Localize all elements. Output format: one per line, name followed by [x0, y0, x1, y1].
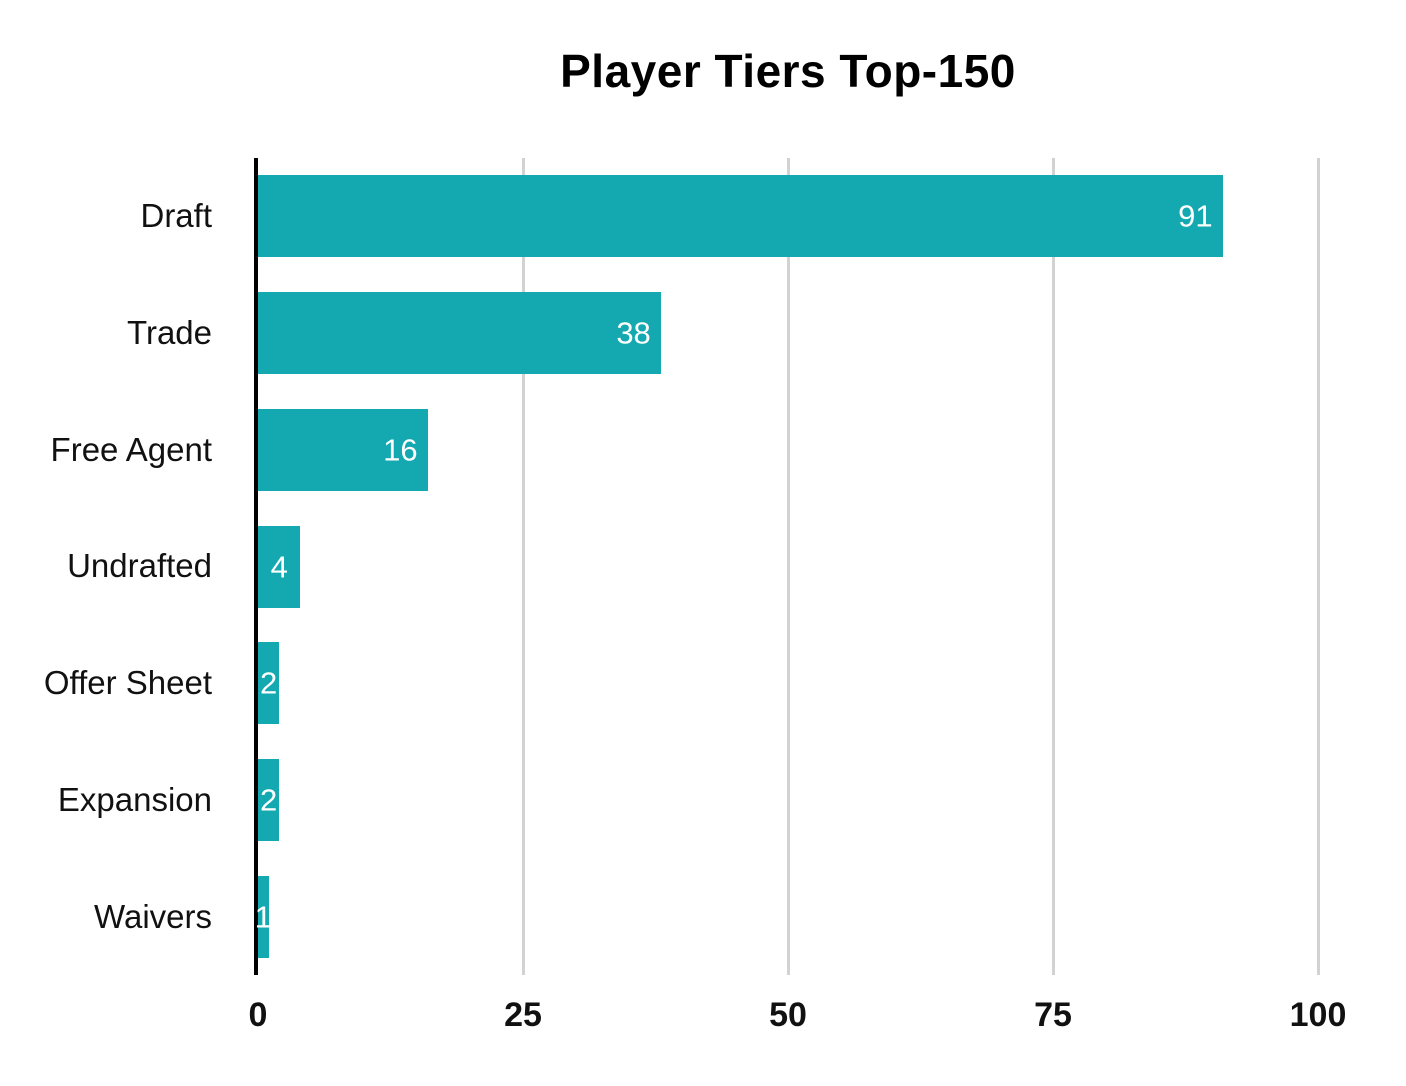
gridline-x-100 [1316, 158, 1320, 975]
gridline-x-25 [521, 158, 525, 975]
value-label-offer-sheet: 2 [259, 665, 278, 701]
chart-title: Player Tiers Top-150 [560, 45, 1016, 97]
value-label-free-agent: 16 [383, 432, 418, 468]
bar-expansion: 2 [258, 758, 280, 841]
category-label-undrafted: Undrafted [67, 547, 212, 585]
bar-trade: 38 [258, 292, 661, 375]
category-label-waivers: Waivers [94, 897, 212, 935]
category-label-trade: Trade [127, 314, 212, 352]
category-axis: Draft Trade Free Agent Undrafted Offer Sheet… [0, 158, 212, 975]
bar-draft: 91 [258, 175, 1223, 258]
x-tick-label-75: 75 [1034, 996, 1072, 1034]
category-label-free-agent: Free Agent [50, 430, 212, 468]
plot-area: 91 38 16 4 2 2 1 [254, 158, 1370, 975]
gridline-x-75 [1051, 158, 1055, 975]
value-label-draft: 91 [1178, 198, 1213, 234]
x-tick-label-50: 50 [769, 996, 807, 1034]
value-axis: 0 25 50 75 100 [0, 998, 1406, 1048]
value-label-trade: 38 [616, 315, 651, 351]
value-label-expansion: 2 [259, 782, 278, 818]
bar-undrafted: 4 [258, 525, 301, 608]
bar-waivers: 1 [254, 875, 272, 958]
category-label-draft: Draft [140, 197, 212, 235]
x-tick-label-0: 0 [248, 996, 268, 1034]
value-label-undrafted: 4 [270, 549, 288, 584]
bar-free-agent: 16 [258, 408, 428, 491]
category-label-offer-sheet: Offer Sheet [43, 664, 212, 702]
value-label-waivers: 1 [254, 899, 272, 935]
gridline-x-50 [786, 158, 790, 975]
bar-offer-sheet: 2 [258, 642, 280, 725]
y-axis-line [254, 158, 258, 975]
x-tick-label-25: 25 [504, 996, 542, 1034]
x-tick-label-100: 100 [1289, 996, 1347, 1034]
category-label-expansion: Expansion [57, 780, 212, 818]
